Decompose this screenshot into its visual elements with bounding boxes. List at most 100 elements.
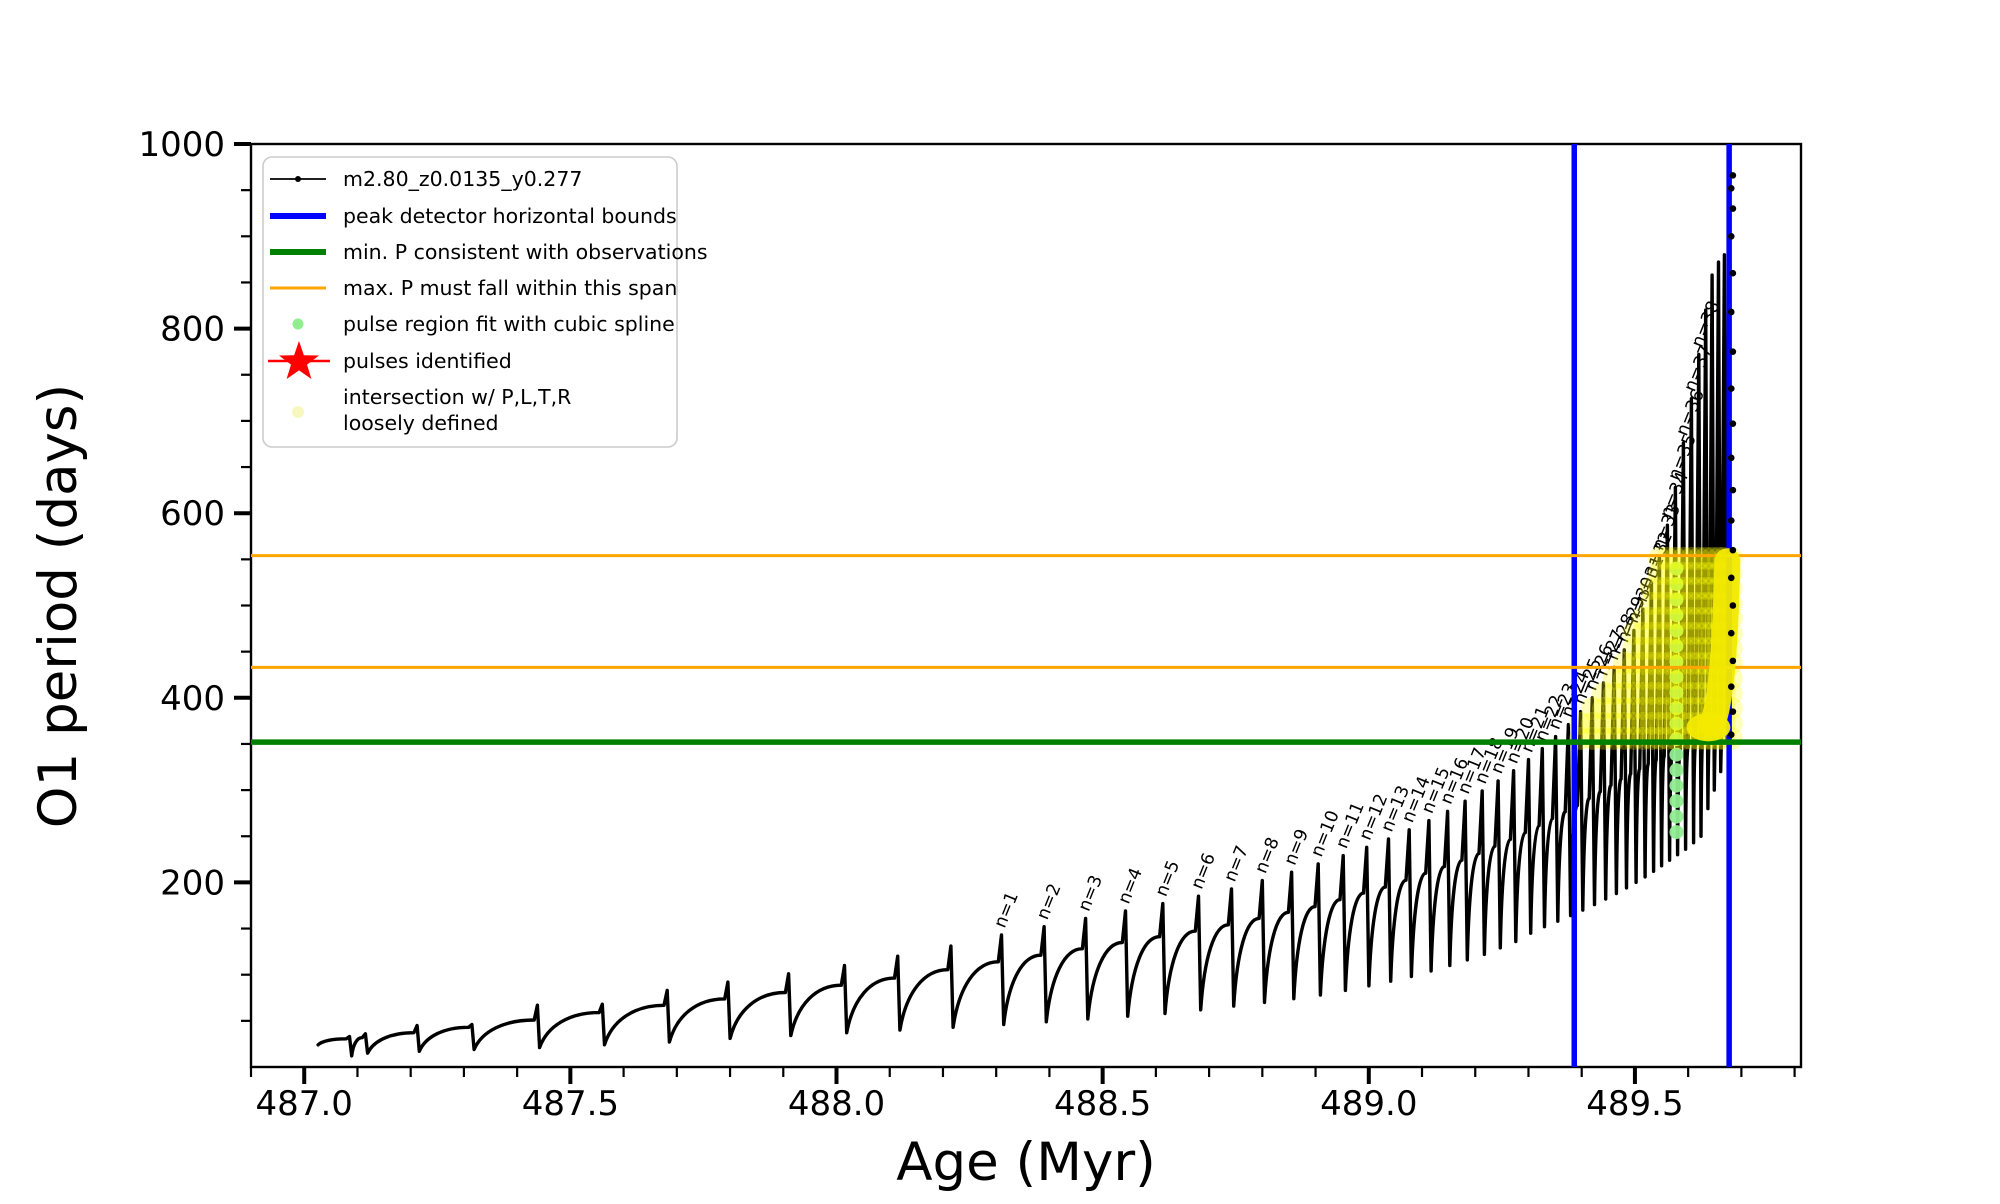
intersection-dot bbox=[1631, 696, 1655, 720]
track-ascent-dot bbox=[1729, 602, 1737, 609]
intersection-dot bbox=[1639, 621, 1663, 645]
intersection-dot bbox=[1655, 711, 1679, 735]
track-ascent-dot bbox=[1729, 708, 1737, 715]
spline-fit-dot bbox=[1669, 809, 1684, 824]
track-ascent-dot bbox=[1729, 420, 1737, 427]
intersection-dot bbox=[1687, 681, 1711, 705]
intersection-dot bbox=[1694, 591, 1718, 615]
intersection-dot bbox=[1655, 666, 1679, 690]
y-tick-label: 400 bbox=[160, 679, 225, 719]
intersection-dot bbox=[1663, 696, 1687, 720]
legend-label-max-p: max. P must fall within this span bbox=[343, 276, 677, 300]
legend-label-spline: pulse region fit with cubic spline bbox=[343, 312, 675, 336]
intersection-dot bbox=[1602, 666, 1626, 690]
intersection-dot bbox=[1647, 636, 1671, 660]
intersection-dot bbox=[1687, 606, 1711, 630]
intersection-dot bbox=[1639, 591, 1663, 615]
intersection-dot bbox=[1612, 711, 1636, 735]
legend-item-pulses: pulses identified bbox=[268, 341, 512, 379]
intersection-dot bbox=[1663, 546, 1687, 570]
intersection-dot bbox=[1647, 606, 1671, 630]
track-ascent-dot bbox=[1727, 233, 1735, 240]
intersection-dot bbox=[1639, 576, 1663, 600]
intersection-dot bbox=[1592, 681, 1616, 705]
legend-item-max-p: max. P must fall within this span bbox=[270, 276, 677, 300]
intersection-dot bbox=[1687, 621, 1711, 645]
intersection-solid-region bbox=[1686, 548, 1741, 742]
legend-label-intersection-line1: intersection w/ P,L,T,R bbox=[343, 385, 571, 409]
track-ascent-dot bbox=[1727, 517, 1735, 524]
intersection-dot bbox=[1694, 546, 1718, 570]
intersection-dot bbox=[1612, 666, 1636, 690]
track-ascent-dot bbox=[1729, 657, 1737, 665]
spline-fit-dot bbox=[1669, 825, 1684, 840]
y-tick-label: 600 bbox=[160, 494, 225, 534]
track-path bbox=[316, 253, 1729, 1058]
intersection-dot bbox=[1647, 651, 1671, 675]
intersection-dot bbox=[1687, 666, 1711, 690]
intersection-dot bbox=[1663, 606, 1687, 630]
intersection-dot bbox=[1639, 636, 1663, 660]
intersection-dot bbox=[1631, 606, 1655, 630]
intersection-dot bbox=[1679, 606, 1703, 630]
track-ascent-dot bbox=[1727, 185, 1735, 192]
intersection-dot bbox=[1580, 711, 1604, 735]
intersection-dot bbox=[1602, 696, 1626, 720]
x-axis-label: Age (Myr) bbox=[896, 1132, 1156, 1193]
intersection-dot bbox=[1687, 561, 1711, 585]
intersection-dot bbox=[1655, 546, 1679, 570]
plot-frame-and-ticks: 487.0 487.5 488.0 488.5 489.0 489.5 200 400 600 8… bbox=[138, 125, 1803, 1124]
intersection-dot bbox=[1679, 561, 1703, 585]
intersection-dot bbox=[1631, 621, 1655, 645]
intersection-dot bbox=[1647, 711, 1671, 735]
spline-fit-dot bbox=[1669, 639, 1684, 654]
intersection-dot bbox=[1694, 606, 1718, 630]
track-ascent-dot bbox=[1727, 308, 1735, 316]
spline-fit-dot bbox=[1669, 670, 1684, 685]
intersection-dot bbox=[1592, 696, 1616, 720]
intersection-dot bbox=[1687, 651, 1711, 675]
intersection-dot bbox=[1655, 681, 1679, 705]
pulse-label: n=5 bbox=[1152, 858, 1184, 900]
spline-fit-dot bbox=[1669, 716, 1684, 731]
intersection-dot bbox=[1639, 681, 1663, 705]
intersection-dot bbox=[1671, 681, 1695, 705]
intersection-dot bbox=[1679, 681, 1703, 705]
intersection-dot bbox=[1622, 651, 1646, 675]
spline-fit-dot bbox=[1669, 763, 1684, 778]
intersection-dot bbox=[1631, 651, 1655, 675]
legend-item-peak-bounds: peak detector horizontal bounds bbox=[270, 204, 677, 228]
track-ascent-dot bbox=[1727, 574, 1735, 582]
spline-fit-dot bbox=[1669, 608, 1684, 623]
track-ascent-dot bbox=[1727, 683, 1735, 691]
final-ascent-dots bbox=[1727, 172, 1737, 739]
intersection-dot bbox=[1663, 711, 1687, 735]
intersection-solid-arm bbox=[1699, 548, 1741, 737]
legend-label-min-p: min. P consistent with observations bbox=[343, 240, 708, 264]
pulse-label: n=35 bbox=[1664, 431, 1701, 483]
intersection-dot bbox=[1687, 591, 1711, 615]
track-ascent-dot bbox=[1727, 731, 1735, 739]
intersection-dot bbox=[1679, 591, 1703, 615]
intersection-dot bbox=[1622, 696, 1646, 720]
intersection-dot bbox=[1671, 636, 1695, 660]
intersection-dot bbox=[1647, 621, 1671, 645]
intersection-dot bbox=[1679, 651, 1703, 675]
track-ascent-dot bbox=[1729, 546, 1737, 554]
x-tick-label: 488.0 bbox=[788, 1084, 885, 1124]
intersection-dot bbox=[1647, 666, 1671, 690]
intersection-dot bbox=[1687, 636, 1711, 660]
spline-fit-dot bbox=[1669, 685, 1684, 700]
intersection-dot bbox=[1631, 681, 1655, 705]
intersection-dot bbox=[1647, 696, 1671, 720]
spline-fit-dot bbox=[1669, 561, 1684, 576]
intersection-dot bbox=[1679, 621, 1703, 645]
pulse-label: n=9 bbox=[1281, 826, 1313, 868]
intersection-dot bbox=[1612, 651, 1636, 675]
intersection-dot bbox=[1671, 621, 1695, 645]
intersection-dot bbox=[1622, 621, 1646, 645]
intersection-dot bbox=[1647, 591, 1671, 615]
intersection-dot bbox=[1592, 711, 1616, 735]
